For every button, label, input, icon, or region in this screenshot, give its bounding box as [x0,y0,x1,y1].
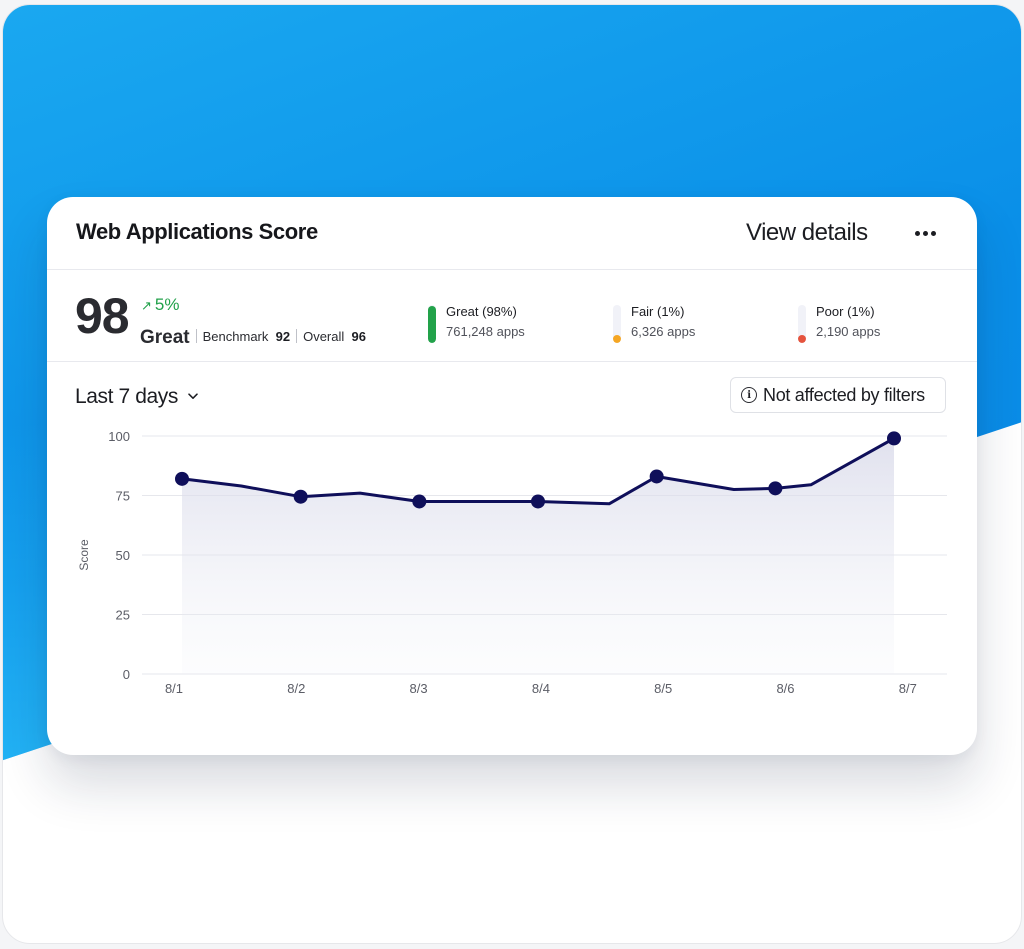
data-point [768,481,783,496]
x-tick-label: 8/7 [899,681,917,696]
data-point [887,431,901,446]
score-chart-svg: 0 25 50 75 100 Score 8/1 8/2 8/3 8/4 8/5 8/6 8/7 [77,429,947,696]
overall-label: Overall [303,329,345,344]
y-tick-label: 75 [116,489,130,504]
divider [296,329,298,343]
y-tick-label: 50 [116,548,130,563]
data-point [175,471,189,486]
distribution-bar [798,305,806,343]
data-point [293,489,308,504]
more-horizontal-icon [914,230,920,236]
info-icon: i [741,387,757,403]
overall-score: 98 [75,288,130,344]
benchmark-label: Benchmark [202,329,269,344]
more-horizontal-icon [930,230,936,236]
rating-label: Great [140,327,190,348]
x-tick-label: 8/2 [287,681,305,696]
date-range-dropdown[interactable]: Last 7 days [75,382,198,409]
x-tick-label: 8/5 [654,681,672,696]
filter-note-text: Not affected by filters [763,384,925,405]
more-horizontal-icon [922,230,928,236]
distribution-dot [798,335,806,343]
distribution-label: Poor (1%) [816,304,875,319]
distribution-label: Fair (1%) [631,304,685,319]
x-tick-label: 8/6 [776,681,794,696]
distribution-dot [613,335,621,343]
score-chart: 0 25 50 75 100 Score 8/1 8/2 8/3 8/4 8/5 8/6 8/7 [47,417,977,717]
rating-line: Great Benchmark 92 Overall 96 [140,327,366,349]
score-delta: ↗ 5% [141,295,179,315]
y-tick-label: 100 [108,429,130,444]
data-point [531,494,545,509]
x-tick-label: 8/4 [532,681,550,696]
distribution-count: 6,326 apps [631,324,696,339]
distribution-fill [428,305,436,343]
benchmark-value: 92 [275,329,291,344]
more-options-button[interactable] [905,221,945,245]
distribution-bar [613,305,621,343]
delta-value: 5% [154,295,180,314]
card-title: Web Applications Score [76,219,318,244]
distribution-bar [428,305,436,343]
y-axis-title: Score [77,539,91,571]
stats-row: 98 ↗ 5% Great Benchmark 92 Overall 96 Great… [47,269,977,362]
y-tick-label: 25 [116,608,130,623]
data-point [412,494,427,509]
score-card: Web Applications Score View details 98 ↗… [47,197,977,755]
divider [195,329,197,343]
x-tick-label: 8/3 [410,681,428,696]
distribution-label: Great (98%) [446,304,517,319]
distribution-count: 2,190 apps [816,324,881,339]
date-range-label: Last 7 days [75,385,178,408]
x-tick-label: 8/1 [165,681,183,696]
view-details-link[interactable]: View details [746,219,868,246]
card-header: Web Applications Score View details [47,197,977,270]
overall-value: 96 [351,329,366,344]
distribution-count: 761,248 apps [446,324,525,339]
score-area [182,438,894,674]
filter-note-badge: i Not affected by filters [730,377,946,413]
chevron-down-icon [188,382,198,406]
y-tick-label: 0 [123,667,130,682]
data-point [649,469,664,484]
trend-up-icon: ↗ [141,298,152,313]
